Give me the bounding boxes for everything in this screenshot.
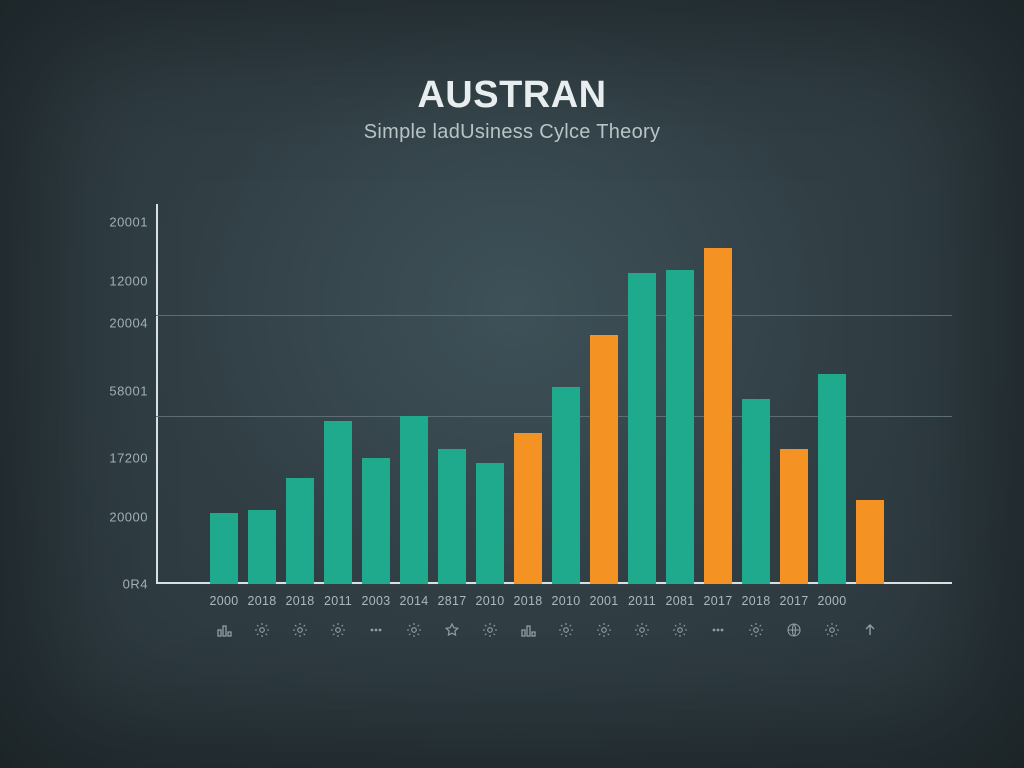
y-tick-label: 20001 [78, 215, 148, 230]
x-tick-label: 2018 [285, 594, 314, 608]
bar [324, 421, 352, 584]
bar [704, 248, 732, 584]
x-tick-label: 2017 [779, 594, 808, 608]
bar [666, 270, 694, 585]
x-tick-label: 2014 [399, 594, 428, 608]
gear-icon [482, 622, 498, 638]
x-tick-label: 2017 [703, 594, 732, 608]
bar [628, 273, 656, 584]
bar-icon [520, 622, 536, 638]
gear-icon [330, 622, 346, 638]
y-tick-label: 12000 [78, 274, 148, 289]
bar [438, 449, 466, 584]
bar [590, 335, 618, 584]
bar-icon [216, 622, 232, 638]
x-tick-label: 2817 [437, 594, 466, 608]
x-tick-label: 2001 [589, 594, 618, 608]
bar [552, 387, 580, 584]
x-tick-label: 2011 [324, 594, 352, 608]
x-tick-label: 2018 [247, 594, 276, 608]
globe-icon [786, 622, 802, 638]
dots-icon [368, 622, 384, 638]
x-tick-label: 2081 [665, 594, 694, 608]
gear-icon [406, 622, 422, 638]
bars-container [156, 214, 946, 584]
bar [210, 513, 238, 584]
y-tick-label: 17200 [78, 450, 148, 465]
x-tick-label: 2000 [209, 594, 238, 608]
x-tick-label: 2011 [628, 594, 656, 608]
bar [362, 458, 390, 584]
x-tick-label: 2010 [551, 594, 580, 608]
chart-title: AUSTRAN [0, 74, 1024, 117]
y-tick-label: 20004 [78, 316, 148, 331]
y-tick-label: 0R4 [78, 577, 148, 592]
y-tick-label: 58001 [78, 383, 148, 398]
gear-icon [558, 622, 574, 638]
x-tick-label: 2000 [817, 594, 846, 608]
bar-chart: 0R4200001720058001200041200020001 200020… [156, 214, 946, 584]
bar [476, 463, 504, 584]
gear-icon [824, 622, 840, 638]
star-icon [444, 622, 460, 638]
x-tick-label: 2018 [513, 594, 542, 608]
bar [856, 500, 884, 584]
x-tick-label: 2003 [361, 594, 390, 608]
y-axis-labels: 0R4200001720058001200041200020001 [78, 204, 148, 584]
gear-icon [634, 622, 650, 638]
chart-title-block: AUSTRAN Simple ladUsiness Cylce Theory [0, 74, 1024, 144]
bar [780, 449, 808, 584]
x-tick-label: 2018 [741, 594, 770, 608]
bar [286, 478, 314, 584]
bar [514, 433, 542, 584]
bar [742, 399, 770, 584]
bar [248, 510, 276, 584]
up-icon [862, 622, 878, 638]
gear-icon [748, 622, 764, 638]
x-tick-label: 2010 [475, 594, 504, 608]
gear-icon [672, 622, 688, 638]
dots-icon [710, 622, 726, 638]
bar [400, 416, 428, 584]
y-tick-label: 20000 [78, 509, 148, 524]
gear-icon [254, 622, 270, 638]
gear-icon [596, 622, 612, 638]
bar [818, 374, 846, 584]
chart-subtitle: Simple ladUsiness Cylce Theory [0, 121, 1024, 144]
gear-icon [292, 622, 308, 638]
